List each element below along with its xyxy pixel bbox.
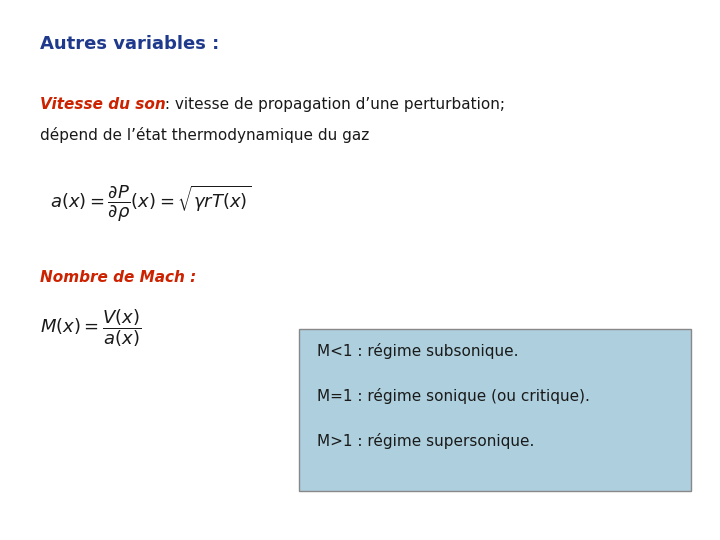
Text: dépend de l’état thermodynamique du gaz: dépend de l’état thermodynamique du gaz: [40, 127, 369, 143]
Text: M>1 : régime supersonique.: M>1 : régime supersonique.: [317, 433, 534, 449]
Text: M<1 : régime subsonique.: M<1 : régime subsonique.: [317, 343, 518, 359]
Text: $M(x) = \dfrac{V(x)}{a(x)}$: $M(x) = \dfrac{V(x)}{a(x)}$: [40, 308, 141, 349]
Text: Nombre de Mach :: Nombre de Mach :: [40, 270, 196, 285]
Text: $a(x) = \dfrac{\partial P}{\partial \rho}(x) = \sqrt{\gamma r T(x)}$: $a(x) = \dfrac{\partial P}{\partial \rho…: [50, 184, 251, 224]
Text: : vitesse de propagation d’une perturbation;: : vitesse de propagation d’une perturbat…: [160, 97, 505, 112]
Text: Vitesse du son: Vitesse du son: [40, 97, 166, 112]
Text: Autres variables :: Autres variables :: [40, 35, 219, 53]
FancyBboxPatch shape: [299, 329, 691, 491]
Text: M=1 : régime sonique (ou critique).: M=1 : régime sonique (ou critique).: [317, 388, 590, 404]
